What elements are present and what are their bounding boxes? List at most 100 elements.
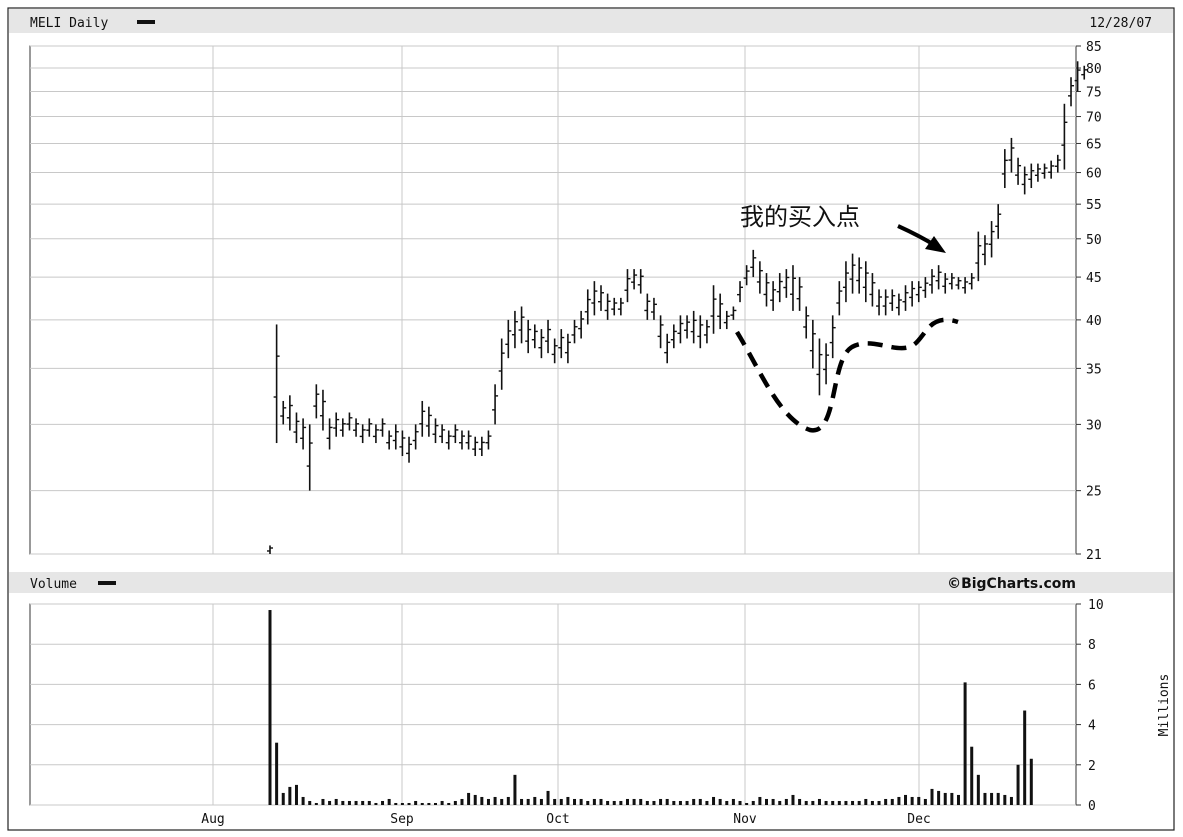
price-bar <box>419 400 426 437</box>
volume-legend-swatch <box>98 581 116 585</box>
price-bar <box>485 430 492 450</box>
volume-bar <box>546 790 550 805</box>
annotation-arrow <box>897 224 946 253</box>
volume-bar <box>447 802 451 805</box>
price-bar <box>935 265 942 290</box>
volume-bar <box>553 798 557 805</box>
volume-bar <box>665 798 669 805</box>
price-bar <box>525 319 532 354</box>
price-bar <box>1028 163 1035 189</box>
volume-bar <box>705 800 709 805</box>
x-axis-month-labels: Aug Sep Oct Nov Dec <box>201 812 930 827</box>
month-tick-label: Aug <box>201 812 224 827</box>
price-bar <box>624 269 631 303</box>
volume-bar <box>387 798 391 805</box>
volume-bar <box>851 800 855 805</box>
price-bars <box>267 61 1088 554</box>
volume-bar <box>718 798 722 805</box>
price-bar <box>1054 154 1061 173</box>
volume-bar <box>745 802 749 805</box>
volume-bar <box>645 800 649 805</box>
price-bar <box>425 406 432 437</box>
volume-grid <box>30 603 1076 806</box>
price-bar <box>1021 166 1028 195</box>
volume-bar <box>771 798 775 805</box>
price-bar <box>1015 157 1022 185</box>
volume-bar <box>440 800 444 805</box>
price-bar <box>1034 163 1041 182</box>
volume-bar <box>480 796 484 805</box>
price-bar <box>770 281 777 311</box>
volume-bar <box>791 794 795 805</box>
price-bar <box>809 319 816 369</box>
volume-axis-title: Millions <box>1157 674 1172 737</box>
price-bar <box>564 333 571 364</box>
price-header-band <box>9 9 1173 33</box>
volume-bar <box>738 800 742 805</box>
price-bar <box>723 310 730 330</box>
price-bar <box>942 273 949 294</box>
price-bar <box>531 324 538 349</box>
price-bar <box>657 315 664 349</box>
price-grid <box>30 45 1076 555</box>
volume-bar <box>268 610 272 805</box>
price-bar <box>816 338 823 396</box>
price-tick-label: 70 <box>1086 111 1102 126</box>
volume-bar <box>731 798 735 805</box>
price-bar <box>988 221 995 258</box>
volume-bar <box>559 798 563 805</box>
price-bar <box>511 310 518 349</box>
volume-bar <box>493 796 497 805</box>
volume-bar <box>354 800 358 805</box>
price-bar <box>842 261 849 303</box>
price-bar <box>995 204 1002 239</box>
volume-bar <box>394 802 398 805</box>
price-bar <box>591 281 598 316</box>
volume-bar <box>414 800 418 805</box>
volume-bar <box>844 800 848 805</box>
volume-bar <box>943 792 947 805</box>
volume-bar <box>506 796 510 805</box>
price-bar <box>836 281 843 316</box>
price-bar <box>319 389 326 431</box>
month-tick-label: Oct <box>546 812 569 827</box>
volume-bar <box>586 800 590 805</box>
price-bar <box>353 418 360 437</box>
price-bar <box>518 306 525 344</box>
volume-bar <box>632 798 636 805</box>
volume-bar <box>539 798 543 805</box>
volume-bar <box>513 774 517 805</box>
price-bar <box>399 430 406 457</box>
price-bar <box>631 269 638 290</box>
volume-bar <box>884 798 888 805</box>
volume-panel <box>29 603 1077 806</box>
volume-bar <box>817 798 821 805</box>
volume-tick-label: 10 <box>1088 598 1104 613</box>
price-bar <box>796 277 803 311</box>
price-bar <box>584 289 591 325</box>
price-bar <box>650 297 657 320</box>
volume-bar <box>308 800 312 805</box>
price-bar <box>862 261 869 303</box>
price-tick-label: 65 <box>1086 137 1102 152</box>
volume-bar <box>963 682 967 805</box>
volume-bar <box>1009 796 1013 805</box>
volume-bar <box>361 800 365 805</box>
price-tick-label: 55 <box>1086 198 1102 213</box>
month-tick-label: Sep <box>390 812 414 827</box>
price-bar <box>598 285 604 311</box>
volume-bar <box>374 802 378 805</box>
price-bar <box>571 319 578 344</box>
price-bar <box>1081 65 1088 80</box>
price-bar <box>1061 103 1068 170</box>
volume-bar <box>751 800 755 805</box>
volume-bar <box>758 796 762 805</box>
price-bar <box>856 257 863 294</box>
volume-bar <box>328 800 332 805</box>
volume-bar <box>930 788 934 805</box>
price-bar <box>763 273 770 307</box>
volume-bar <box>996 792 1000 805</box>
volume-bar <box>778 800 782 805</box>
volume-bar <box>427 802 431 805</box>
volume-tick-label: 2 <box>1088 759 1096 774</box>
